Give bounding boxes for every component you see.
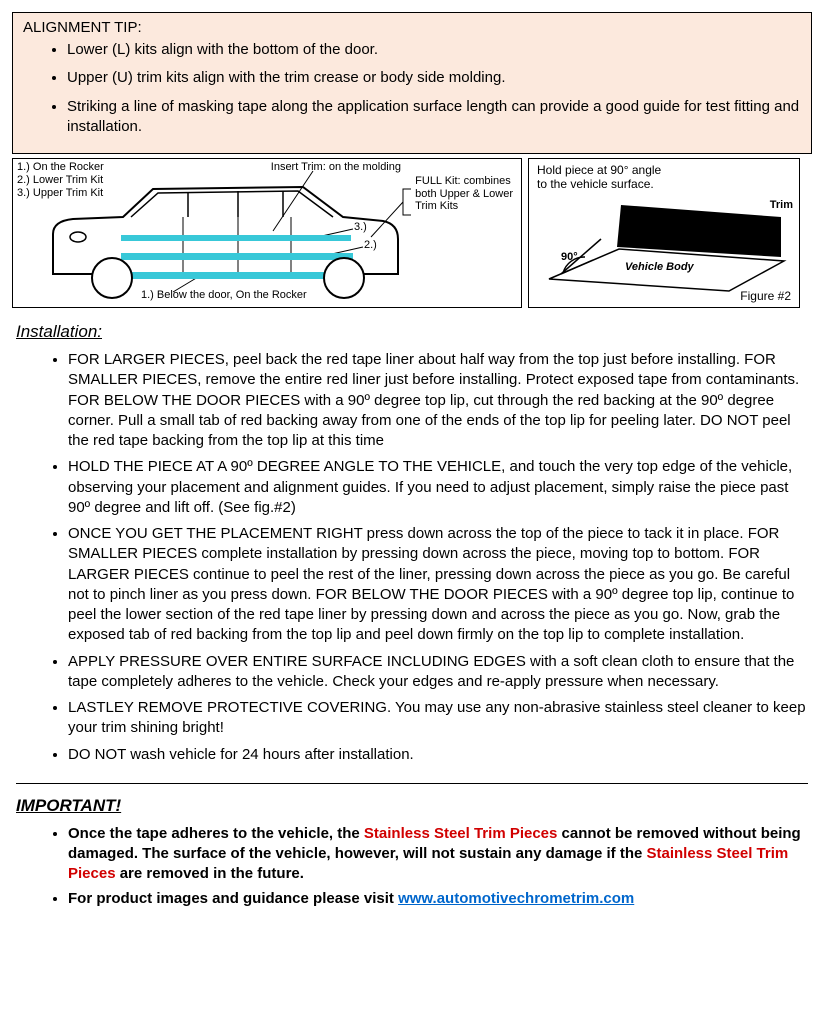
important-text: Once the tape adheres to the vehicle, th… bbox=[68, 825, 364, 842]
tip-item: Striking a line of masking tape along th… bbox=[67, 97, 801, 138]
stainless-steel-text: Stainless Steel Trim Pieces bbox=[364, 825, 557, 842]
vehicle-body-label: Vehicle Body bbox=[625, 261, 694, 273]
important-heading: IMPORTANT! bbox=[16, 796, 812, 816]
product-link[interactable]: www.automotivechrometrim.com bbox=[398, 890, 634, 907]
alignment-tip-box: ALIGNMENT TIP: Lower (L) kits align with… bbox=[12, 12, 812, 154]
install-step: DO NOT wash vehicle for 24 hours after i… bbox=[68, 745, 812, 765]
install-step: FOR LARGER PIECES, peel back the red tap… bbox=[68, 350, 812, 451]
divider bbox=[16, 783, 808, 784]
front-wheel-icon bbox=[323, 257, 365, 299]
rocker-trim-stripe bbox=[125, 272, 353, 279]
trim-label: Trim bbox=[770, 199, 793, 211]
pointer-2-label: 2.) bbox=[364, 239, 377, 251]
upper-trim-stripe bbox=[121, 235, 351, 241]
diagram-row: 1.) On the Rocker 2.) Lower Trim Kit 3.)… bbox=[12, 158, 812, 308]
pointer-3-label: 3.) bbox=[354, 221, 367, 233]
figure-2-label: Figure #2 bbox=[740, 289, 791, 303]
angle-90-label: 90° bbox=[561, 251, 578, 263]
install-step: HOLD THE PIECE AT A 90º DEGREE ANGLE TO … bbox=[68, 457, 812, 518]
important-text: For product images and guidance please v… bbox=[68, 890, 398, 907]
install-step: APPLY PRESSURE OVER ENTIRE SURFACE INCLU… bbox=[68, 652, 812, 693]
tip-item: Lower (L) kits align with the bottom of … bbox=[67, 40, 801, 60]
car-svg bbox=[13, 159, 521, 307]
below-door-label: 1.) Below the door, On the Rocker bbox=[141, 289, 307, 301]
important-item: Once the tape adheres to the vehicle, th… bbox=[68, 824, 812, 885]
install-step: ONCE YOU GET THE PLACEMENT RIGHT press d… bbox=[68, 524, 812, 646]
important-text: are removed in the future. bbox=[116, 865, 304, 882]
angle-diagram: Hold piece at 90° angle to the vehicle s… bbox=[528, 158, 800, 308]
installation-heading: Installation: bbox=[16, 322, 812, 342]
tip-item: Upper (U) trim kits align with the trim … bbox=[67, 68, 801, 88]
lower-trim-stripe bbox=[121, 253, 353, 260]
angle-svg bbox=[529, 159, 799, 307]
rear-wheel-icon bbox=[91, 257, 133, 299]
installation-list: FOR LARGER PIECES, peel back the red tap… bbox=[12, 350, 812, 765]
alignment-tip-title: ALIGNMENT TIP: bbox=[23, 19, 801, 36]
install-step: LASTLEY REMOVE PROTECTIVE COVERING. You … bbox=[68, 698, 812, 739]
car-diagram: 1.) On the Rocker 2.) Lower Trim Kit 3.)… bbox=[12, 158, 522, 308]
important-list: Once the tape adheres to the vehicle, th… bbox=[12, 824, 812, 909]
alignment-tip-list: Lower (L) kits align with the bottom of … bbox=[23, 40, 801, 137]
important-item: For product images and guidance please v… bbox=[68, 889, 812, 909]
